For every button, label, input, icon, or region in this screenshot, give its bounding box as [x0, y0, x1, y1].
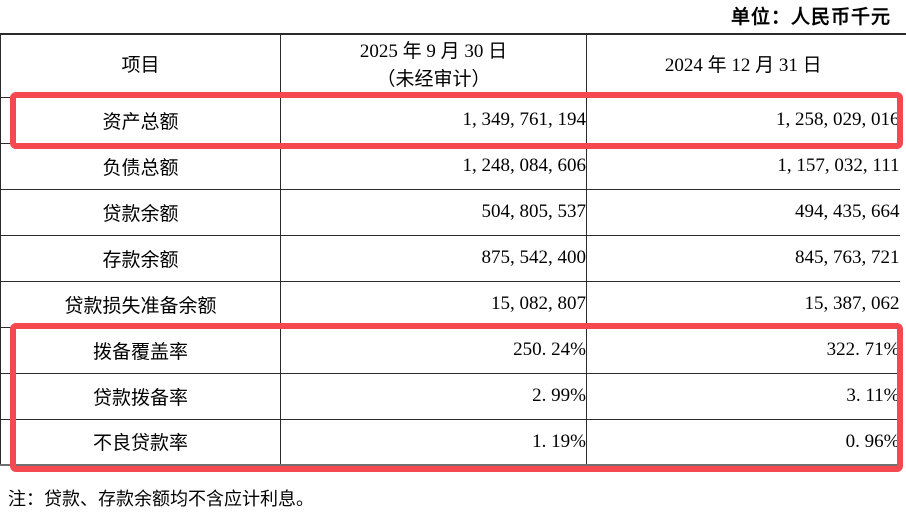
- row-value-2025: 2. 99%: [280, 373, 587, 420]
- table-row-total-assets: 资产总额 1, 349, 761, 194 1, 258, 029, 016: [0, 97, 900, 144]
- row-label: 存款余额: [0, 235, 281, 282]
- row-value-2024: 1, 157, 032, 111: [586, 143, 900, 190]
- row-value-2024: 0. 96%: [586, 419, 900, 466]
- table-header-row: 项目 2025 年 9 月 30 日 （未经审计） 2024 年 12 月 31…: [0, 35, 900, 98]
- row-value-2024: 845, 763, 721: [586, 235, 900, 282]
- table-row-loan-provision-ratio: 贷款拨备率 2. 99% 3. 11%: [0, 373, 900, 420]
- header-2025-unaudited: （未经审计）: [376, 68, 491, 90]
- header-2024: 2024 年 12 月 31 日: [586, 35, 900, 98]
- row-label: 贷款余额: [0, 189, 281, 236]
- table-row-total-liabilities: 负债总额 1, 248, 084, 606 1, 157, 032, 111: [0, 143, 900, 190]
- header-2025-date: 2025 年 9 月 30 日: [359, 41, 508, 63]
- row-label: 不良贷款率: [0, 419, 281, 466]
- table-row-loan-balance: 贷款余额 504, 805, 537 494, 435, 664: [0, 189, 900, 236]
- row-label: 负债总额: [0, 143, 281, 190]
- row-label: 拨备覆盖率: [0, 327, 281, 374]
- financial-summary-table: 项目 2025 年 9 月 30 日 （未经审计） 2024 年 12 月 31…: [0, 35, 900, 466]
- row-value-2025: 1. 19%: [280, 419, 587, 466]
- table-row-npl-ratio: 不良贷款率 1. 19% 0. 96%: [0, 419, 900, 466]
- row-value-2024: 322. 71%: [586, 327, 900, 374]
- row-value-2025: 504, 805, 537: [280, 189, 587, 236]
- table-row-deposit-balance: 存款余额 875, 542, 400 845, 763, 721: [0, 235, 900, 282]
- table-top-rule: [0, 33, 906, 35]
- row-value-2025: 1, 349, 761, 194: [280, 97, 587, 144]
- row-value-2025: 250. 24%: [280, 327, 587, 374]
- unit-label: 单位：人民币千元: [730, 7, 891, 28]
- row-value-2024: 15, 387, 062: [586, 281, 900, 328]
- row-value-2024: 494, 435, 664: [586, 189, 900, 236]
- row-value-2025: 875, 542, 400: [280, 235, 587, 282]
- row-value-2025: 1, 248, 084, 606: [280, 143, 587, 190]
- table-row-loan-loss-provision: 贷款损失准备余额 15, 082, 807 15, 387, 062: [0, 281, 900, 328]
- row-label: 资产总额: [0, 97, 281, 144]
- row-label: 贷款损失准备余额: [0, 281, 281, 328]
- header-2025: 2025 年 9 月 30 日 （未经审计）: [280, 35, 587, 98]
- row-label: 贷款拨备率: [0, 373, 281, 420]
- row-value-2025: 15, 082, 807: [280, 281, 587, 328]
- row-value-2024: 3. 11%: [586, 373, 900, 420]
- header-item: 项目: [0, 35, 281, 98]
- footnote: 注：贷款、存款余额均不含应计利息。: [8, 489, 314, 509]
- table-row-provision-coverage-ratio: 拨备覆盖率 250. 24% 322. 71%: [0, 327, 900, 374]
- row-value-2024: 1, 258, 029, 016: [586, 97, 900, 144]
